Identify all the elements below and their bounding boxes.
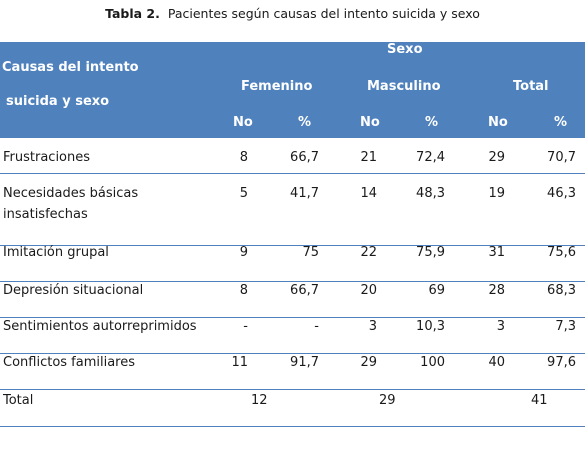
row-value: 75,9 (416, 245, 445, 260)
row-value: 5 (239, 186, 248, 201)
row-value: 48,3 (416, 186, 445, 201)
row-value: 9 (239, 245, 248, 260)
row-value: 41,7 (290, 186, 319, 201)
row-divider (0, 389, 585, 390)
row-value: 7,3 (555, 319, 576, 334)
row-value: 66,7 (290, 283, 319, 298)
header-sub-fem-no: No (233, 115, 253, 130)
row-value: 3 (496, 319, 505, 334)
total-label: Total (3, 393, 34, 408)
row-divider (0, 281, 585, 282)
caption-prefix: Tabla 2. (105, 6, 160, 21)
row-divider (0, 353, 585, 354)
row-value: 69 (428, 283, 445, 298)
total-value: 12 (251, 393, 268, 408)
row-value: 97,6 (547, 355, 576, 370)
row-value: 66,7 (290, 150, 319, 165)
row-value: 68,3 (547, 283, 576, 298)
row-value: 8 (239, 150, 248, 165)
row-value: 8 (239, 283, 248, 298)
row-value: - (243, 319, 248, 334)
header-sub-masc-no: No (360, 115, 380, 130)
row-value: 19 (488, 186, 505, 201)
row-label: insatisfechas (3, 207, 88, 222)
row-value: 28 (488, 283, 505, 298)
row-value: 21 (360, 150, 377, 165)
table-caption: Tabla 2. Pacientes según causas del inte… (0, 6, 585, 21)
row-label: Conflictos familiares (3, 355, 136, 370)
row-value: 91,7 (290, 355, 319, 370)
table-header: Causas del intento suicida y sexo Sexo F… (0, 42, 585, 138)
header-total: Total (513, 79, 549, 94)
header-sub-total-pct: % (554, 115, 568, 130)
row-value: 46,3 (547, 186, 576, 201)
row-value: 14 (360, 186, 377, 201)
row-divider (0, 173, 585, 174)
row-divider (0, 426, 585, 427)
header-sexo: Sexo (387, 42, 423, 57)
row-value: 3 (368, 319, 377, 334)
header-sub-total-no: No (488, 115, 508, 130)
caption-text: Pacientes según causas del intento suici… (167, 6, 480, 21)
row-value: 20 (360, 283, 377, 298)
row-value: 75,6 (547, 245, 576, 260)
header-col-title-line1: Causas del intento (2, 60, 139, 75)
row-value: 70,7 (547, 150, 576, 165)
row-value: 10,3 (416, 319, 445, 334)
header-col-title-line2: suicida y sexo (6, 94, 110, 109)
row-divider (0, 245, 585, 246)
row-label: Imitación grupal (3, 245, 109, 260)
total-value: 41 (531, 393, 548, 408)
row-value: 40 (488, 355, 505, 370)
header-sub-masc-pct: % (425, 115, 439, 130)
row-value: 31 (488, 245, 505, 260)
row-value: 75 (302, 245, 319, 260)
row-divider (0, 317, 585, 318)
header-femenino: Femenino (241, 79, 313, 94)
row-value: 29 (360, 355, 377, 370)
header-masculino: Masculino (367, 79, 441, 94)
row-value: - (314, 319, 319, 334)
row-value: 100 (420, 355, 445, 370)
row-label: Frustraciones (3, 150, 91, 165)
row-value: 11 (231, 355, 248, 370)
row-value: 22 (360, 245, 377, 260)
header-sub-fem-pct: % (298, 115, 312, 130)
row-value: 72,4 (416, 150, 445, 165)
total-value: 29 (379, 393, 396, 408)
row-label: Necesidades básicas (3, 186, 139, 201)
row-value: 29 (488, 150, 505, 165)
row-label: Sentimientos autorreprimidos (3, 319, 197, 334)
row-label: Depresión situacional (3, 283, 144, 298)
